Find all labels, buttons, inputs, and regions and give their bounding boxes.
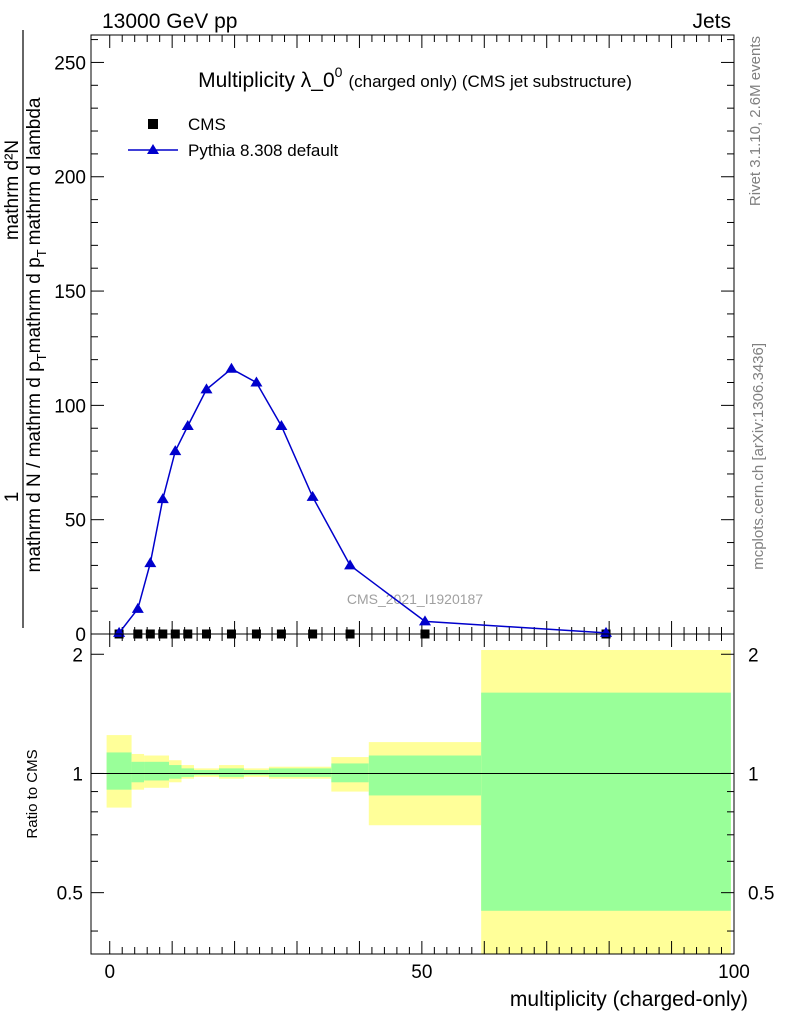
process-label: Jets — [692, 10, 731, 33]
ratio-y-tick-label-right: 2 — [748, 645, 759, 666]
ratio-green-band — [131, 761, 145, 783]
x-tick-label: 0 — [104, 962, 115, 983]
pythia-data-point — [250, 376, 263, 387]
pythia-data-point — [225, 362, 238, 373]
ratio-bands — [106, 650, 731, 954]
ratio-y-tick-label-right: 0.5 — [748, 884, 774, 905]
pythia-data-point — [418, 615, 431, 626]
legend-label-pythia: Pythia 8.308 default — [188, 141, 339, 160]
energy-label: 13000 GeV pp — [102, 10, 237, 33]
main-y-tick-labels: 0 50 100 150 200 250 — [54, 53, 86, 646]
chart-title-superscript: 0 — [335, 64, 343, 80]
mcplots-label: mcplots.cern.ch [arXiv:1306.3436] — [750, 343, 767, 570]
chart-title: Multiplicity λ_00 (charged only) (CMS jet… — [198, 64, 632, 92]
ratio-y-tick-label-right: 1 — [748, 764, 759, 785]
ratio-green-band — [169, 765, 182, 779]
legend-marker-cms — [148, 119, 158, 129]
x-tick-label: 100 — [718, 962, 750, 983]
main-y-tick-label: 200 — [54, 168, 86, 189]
chart-title-main: Multiplicity λ_0 — [198, 69, 335, 92]
ratio-y-tick-label: 1 — [72, 764, 83, 785]
pythia-line — [118, 367, 607, 634]
legend-label-cms: CMS — [188, 115, 226, 134]
ratio-y-tick-label: 2 — [72, 645, 83, 666]
ratio-green-band — [181, 768, 195, 777]
ratio-green-band — [368, 755, 482, 796]
main-y-tick-label: 250 — [54, 53, 86, 74]
ratio-green-band — [218, 768, 244, 777]
pythia-data-point — [275, 419, 288, 430]
ratio-y-tick-label: 0.5 — [57, 884, 83, 905]
y-label-sub-1: T — [34, 353, 49, 361]
ratio-green-band — [144, 761, 170, 781]
main-y-tick-label: 50 — [65, 511, 86, 532]
main-axis-ticks — [91, 35, 735, 635]
x-axis-label: multiplicity (charged-only) — [510, 988, 748, 1011]
ratio-green-band — [194, 770, 219, 776]
pythia-data-point — [200, 383, 213, 394]
ratio-panel: 0.5 1 2 0.5 1 2 0 50 100 Ratio to CMS multipli… — [24, 633, 774, 1011]
ratio-green-band — [331, 763, 369, 783]
pythia-data-point — [306, 490, 319, 501]
ratio-green-band — [106, 752, 132, 790]
pythia-data-point — [156, 493, 169, 504]
ratio-y-tick-labels-left: 0.5 1 2 — [57, 645, 83, 904]
ratio-green-band — [268, 768, 332, 777]
pythia-data-point — [344, 559, 357, 570]
y-label-denominator-part3: mathrm d lambda — [24, 97, 45, 245]
legend-marker-pythia — [147, 144, 159, 154]
pythia-data-point — [131, 602, 144, 613]
pythia-data-point — [169, 445, 182, 456]
legend: CMS Pythia 8.308 default — [128, 115, 339, 160]
ratio-x-tick-labels: 0 50 100 — [104, 962, 749, 983]
analysis-watermark: CMS_2021_I1920187 — [347, 591, 483, 607]
chart-title-rest: (charged only) (CMS jet substructure) — [348, 72, 631, 91]
x-tick-label: 50 — [411, 962, 432, 983]
main-y-tick-label: 150 — [54, 282, 86, 303]
ratio-green-band — [243, 770, 269, 776]
ratio-y-axis-label: Ratio to CMS — [24, 749, 41, 838]
ratio-axis-ticks — [91, 634, 735, 954]
y-label-one: 1 — [2, 492, 23, 503]
pythia-data-point — [181, 419, 194, 430]
y-label-sub-2: T — [34, 249, 49, 257]
y-label-denominator-part1: mathrm d N / mathrm d p — [24, 361, 45, 572]
main-y-axis-label: 1 mathrm d²N mathrm d N / mathrm d pTmat… — [2, 30, 49, 628]
main-y-tick-label: 0 — [75, 625, 86, 646]
y-label-denominator: mathrm d N / mathrm d pTmathrm d pTmathr… — [24, 97, 49, 572]
ratio-green-band — [481, 692, 731, 911]
main-y-tick-label: 100 — [54, 396, 86, 417]
y-label-numerator: mathrm d²N — [2, 140, 23, 240]
rivet-version-label: Rivet 3.1.10, 2.6M events — [747, 36, 764, 206]
ratio-panel-frame — [90, 633, 735, 955]
ratio-y-tick-labels-right: 0.5 1 2 — [748, 645, 774, 904]
pythia-data-point — [144, 557, 157, 568]
y-label-denominator-part2: mathrm d p — [24, 257, 45, 353]
